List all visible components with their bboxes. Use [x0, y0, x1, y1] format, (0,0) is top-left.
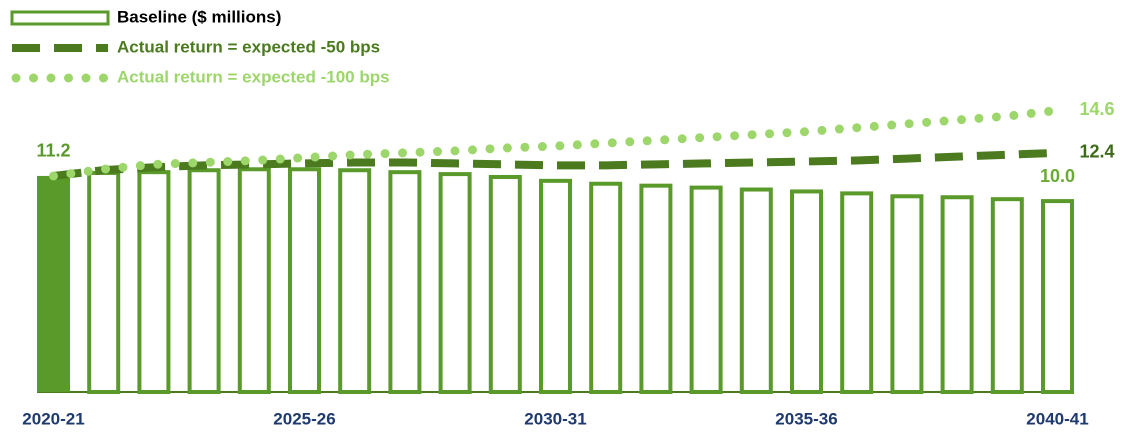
bar	[890, 194, 924, 394]
line	[49, 105, 1062, 181]
data-label: 11.2	[36, 141, 70, 161]
legend-label: Actual return = expected -50 bps	[117, 37, 380, 56]
x-tick-label: 2035-36	[775, 409, 837, 428]
data-label: 14.6	[1080, 99, 1115, 119]
bar	[37, 175, 70, 392]
legend-swatch	[10, 10, 110, 26]
bar	[739, 187, 773, 394]
x-tick-label: 2025-26	[273, 409, 335, 428]
legend-label: Baseline ($ millions)	[117, 7, 281, 26]
data-label: 12.4	[1080, 142, 1115, 162]
bar	[689, 185, 723, 394]
x-tick-label: 2020-21	[22, 409, 84, 428]
bar	[940, 195, 974, 394]
bar	[438, 172, 472, 394]
bar	[237, 167, 271, 394]
bar	[288, 167, 321, 394]
bar	[488, 174, 522, 394]
bar	[338, 168, 372, 394]
bar	[990, 197, 1024, 394]
bar	[388, 170, 422, 394]
x-tick-label: 2040-41	[1026, 409, 1088, 428]
bar	[840, 191, 874, 394]
bar	[539, 178, 572, 394]
bar	[589, 181, 623, 394]
x-tick-label: 2030-31	[524, 409, 586, 428]
bar	[87, 170, 121, 394]
bar	[1041, 199, 1074, 394]
legend-label: Actual return = expected -100 bps	[117, 67, 390, 86]
bar	[187, 168, 221, 394]
data-label: 10.0	[1040, 166, 1075, 186]
bar	[137, 170, 171, 394]
bar	[790, 189, 823, 394]
bar	[639, 183, 673, 394]
